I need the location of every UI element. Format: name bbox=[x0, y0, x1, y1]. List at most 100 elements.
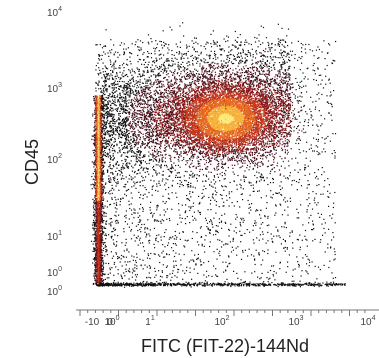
event-point bbox=[231, 246, 233, 248]
event-point bbox=[95, 172, 97, 174]
event-point bbox=[138, 169, 140, 171]
event-point bbox=[114, 207, 116, 209]
event-point bbox=[174, 176, 177, 178]
event-point bbox=[263, 71, 265, 73]
event-point bbox=[282, 63, 284, 65]
event-point bbox=[99, 214, 101, 216]
event-point bbox=[213, 175, 215, 177]
event-point bbox=[93, 186, 95, 188]
event-point bbox=[160, 236, 162, 238]
event-point bbox=[98, 132, 101, 134]
event-point bbox=[96, 107, 99, 109]
event-point bbox=[100, 120, 102, 122]
event-point bbox=[305, 238, 307, 240]
event-point bbox=[119, 151, 121, 153]
event-point bbox=[268, 278, 270, 280]
event-point bbox=[100, 259, 102, 261]
event-point bbox=[167, 65, 170, 67]
event-point bbox=[157, 205, 159, 207]
event-point bbox=[155, 146, 157, 148]
event-point bbox=[134, 267, 136, 269]
event-point bbox=[136, 155, 138, 157]
event-point bbox=[97, 197, 99, 199]
event-point bbox=[96, 265, 99, 267]
event-point bbox=[102, 265, 104, 267]
event-point bbox=[191, 150, 193, 152]
event-point bbox=[95, 271, 97, 273]
event-point bbox=[100, 228, 102, 230]
event-point bbox=[113, 202, 115, 205]
event-point bbox=[283, 226, 285, 228]
event-point bbox=[275, 226, 277, 228]
event-point bbox=[197, 272, 199, 274]
event-point bbox=[112, 230, 114, 233]
event-point bbox=[128, 270, 130, 273]
event-point bbox=[134, 270, 136, 272]
event-point bbox=[176, 196, 178, 198]
event-point bbox=[95, 250, 97, 252]
event-point bbox=[99, 267, 101, 269]
event-point bbox=[104, 77, 107, 80]
event-point bbox=[95, 256, 97, 258]
event-point bbox=[138, 49, 140, 51]
event-point bbox=[310, 96, 312, 98]
event-point bbox=[219, 239, 221, 241]
event-point bbox=[101, 139, 103, 141]
event-point bbox=[131, 197, 133, 199]
event-point bbox=[189, 222, 191, 224]
event-point bbox=[100, 257, 102, 259]
event-point bbox=[96, 179, 98, 181]
event-point bbox=[96, 113, 98, 115]
event-point bbox=[295, 89, 297, 91]
event-point bbox=[136, 237, 138, 239]
event-point bbox=[111, 187, 113, 189]
event-point bbox=[95, 256, 97, 259]
event-point bbox=[100, 116, 102, 118]
event-point bbox=[93, 247, 95, 249]
event-point bbox=[201, 60, 203, 62]
event-point bbox=[223, 50, 225, 52]
event-point bbox=[179, 46, 181, 48]
event-point bbox=[94, 217, 96, 219]
event-point bbox=[280, 81, 282, 83]
event-point bbox=[312, 224, 314, 226]
event-point bbox=[97, 149, 99, 151]
event-point bbox=[101, 117, 103, 119]
event-point bbox=[105, 235, 107, 237]
event-point bbox=[186, 75, 188, 77]
event-point bbox=[212, 141, 214, 144]
event-point bbox=[154, 267, 156, 269]
event-point bbox=[252, 120, 254, 122]
event-point bbox=[275, 251, 277, 253]
event-point bbox=[298, 264, 300, 266]
event-point bbox=[272, 275, 275, 277]
event-point bbox=[96, 213, 98, 216]
event-point bbox=[173, 54, 175, 56]
event-point bbox=[116, 167, 118, 169]
event-point bbox=[162, 256, 165, 258]
event-point bbox=[301, 56, 303, 58]
event-point bbox=[100, 177, 102, 179]
event-point bbox=[125, 176, 127, 178]
event-point bbox=[109, 115, 111, 117]
event-point bbox=[161, 64, 163, 66]
event-point bbox=[105, 223, 107, 225]
event-point bbox=[125, 97, 127, 99]
event-point bbox=[333, 90, 335, 92]
event-point bbox=[91, 175, 93, 178]
event-point bbox=[240, 55, 242, 57]
event-point bbox=[96, 218, 98, 220]
event-point bbox=[164, 43, 166, 45]
event-point bbox=[96, 218, 98, 220]
event-point bbox=[324, 142, 326, 144]
event-point bbox=[189, 70, 191, 72]
event-point bbox=[196, 180, 198, 182]
event-point bbox=[111, 198, 113, 200]
event-point bbox=[107, 73, 110, 75]
event-point bbox=[298, 115, 300, 117]
event-point bbox=[99, 271, 102, 273]
event-point bbox=[93, 275, 95, 277]
event-point bbox=[307, 165, 309, 167]
event-point bbox=[145, 176, 147, 178]
event-point bbox=[152, 216, 154, 218]
